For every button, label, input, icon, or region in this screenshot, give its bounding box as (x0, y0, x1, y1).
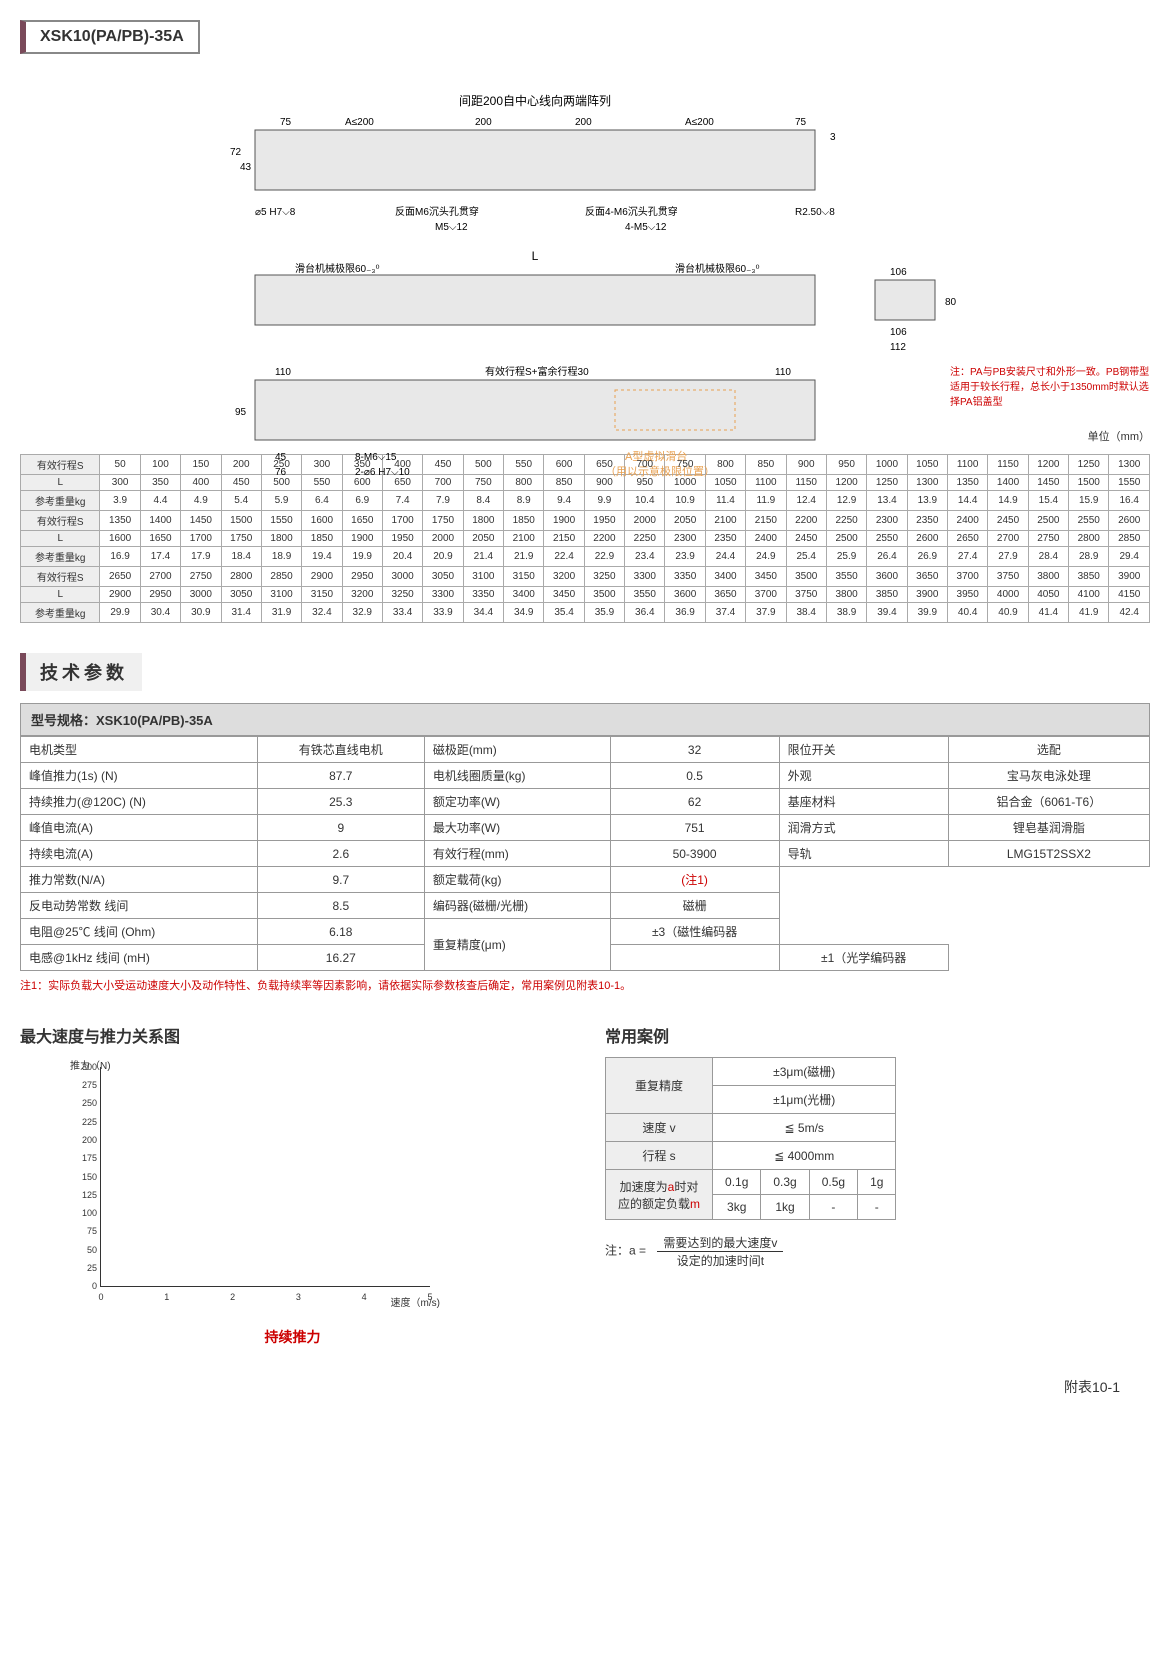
model-title: XSK10(PA/PB)-35A (20, 20, 200, 54)
svg-text:反面M6沉头孔贯穿: 反面M6沉头孔贯穿 (395, 205, 479, 218)
chart-legend: 持续推力 (20, 1327, 565, 1347)
svg-text:反面4-M6沉头孔贯穿: 反面4-M6沉头孔贯穿 (585, 205, 678, 218)
svg-text:43: 43 (240, 162, 252, 173)
cases-title: 常用案例 (605, 1023, 1150, 1047)
formula: 注：a = 需要达到的最大速度v 设定的加速时间t (605, 1234, 1150, 1269)
svg-text:M5⌵12: M5⌵12 (435, 222, 468, 233)
svg-text:R2.50⌵8: R2.50⌵8 (795, 207, 835, 218)
diagram-red-note: 注：PA与PB安装尺寸和外形一致。PB钢带型适用于较长行程，总长小于1350mm… (950, 363, 1150, 408)
svg-text:A≤200: A≤200 (345, 117, 374, 128)
svg-text:A≤200: A≤200 (685, 117, 714, 128)
svg-text:75: 75 (795, 117, 807, 128)
svg-text:4-M5⌵12: 4-M5⌵12 (625, 222, 667, 233)
svg-text:滑台机械极限60₋₃⁰: 滑台机械极限60₋₃⁰ (675, 262, 759, 275)
svg-text:110: 110 (275, 367, 291, 378)
svg-text:110: 110 (775, 367, 791, 378)
svg-text:（用以示意极限位置）: （用以示意极限位置） (605, 464, 715, 478)
cases-table: 重复精度±3μm(磁栅)±1μm(光栅)速度 v≦ 5m/s行程 s≦ 4000… (605, 1057, 896, 1220)
chart-title: 最大速度与推力关系图 (20, 1023, 565, 1047)
svg-text:⌀5 H7⌵8: ⌀5 H7⌵8 (255, 207, 296, 218)
speed-thrust-chart: 推力（N) 0255075100125150175200225250275300… (60, 1057, 440, 1317)
technical-drawing: 间距200自中心线向两端阵列 75 75 A≤200 200 200 A≤200… (135, 80, 1035, 480)
tech-params-title: 技术参数 (20, 653, 142, 691)
diagram-section: 间距200自中心线向两端阵列 75 75 A≤200 200 200 A≤200… (20, 80, 1150, 408)
svg-text:75: 75 (280, 117, 292, 128)
svg-text:200: 200 (475, 117, 492, 128)
spec-table: 电机类型有铁芯直线电机磁极距(mm)32限位开关选配峰值推力(1s) (N)87… (20, 736, 1150, 971)
diagram-top-note: 间距200自中心线向两端阵列 (459, 93, 611, 108)
svg-text:3: 3 (830, 132, 836, 143)
chart-xlabel: 速度（m/s) (391, 1294, 440, 1309)
footer-label: 附表10-1 (20, 1377, 1150, 1397)
svg-text:106: 106 (890, 267, 907, 278)
svg-text:200: 200 (575, 117, 592, 128)
svg-text:95: 95 (235, 407, 247, 418)
spec-header: 型号规格：XSK10(PA/PB)-35A (20, 703, 1150, 736)
svg-text:L: L (532, 249, 539, 263)
svg-text:滑台机械极限60₋₃⁰: 滑台机械极限60₋₃⁰ (295, 262, 379, 275)
svg-text:80: 80 (945, 297, 957, 308)
note-1: 注1：实际负载大小受运动速度大小及动作特性、负载持续率等因素影响，请依据实际参数… (20, 977, 1150, 993)
svg-text:106: 106 (890, 327, 907, 338)
svg-text:有效行程S+富余行程30: 有效行程S+富余行程30 (485, 365, 589, 378)
svg-text:112: 112 (890, 342, 906, 353)
svg-text:72: 72 (230, 147, 242, 158)
